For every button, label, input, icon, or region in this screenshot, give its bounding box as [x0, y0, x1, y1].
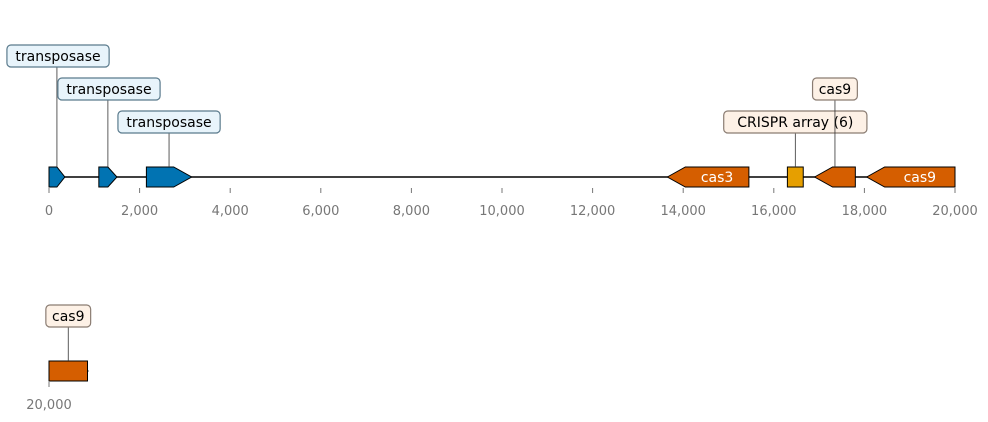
axis-tick-label: 2,000 [121, 204, 158, 219]
axis-tick-label: 20,000 [26, 398, 72, 413]
transposase-gene [48, 166, 66, 188]
transposase-callout-label: transposase [15, 49, 100, 65]
cas9-gene [813, 166, 856, 188]
transposase-callout-label: transposase [126, 115, 211, 131]
axis-tick-label: 8,000 [393, 204, 430, 219]
cas9-callout-label: cas9 [52, 309, 84, 325]
crispr-array-6-gene [786, 166, 804, 188]
cas9-callout-label: cas9 [819, 82, 851, 98]
cas9-gene-label: cas9 [904, 170, 936, 186]
cas9-callout-box [45, 304, 92, 328]
transposase-gene [145, 166, 193, 188]
cas9-gene [865, 166, 956, 188]
axis-tick-label: 6,000 [302, 204, 339, 219]
callout-layer: transposase transposase transposase CRISPR … [6, 44, 868, 167]
crispr-array-6-callout-box [723, 110, 868, 134]
cas3-gene-label: cas3 [701, 170, 733, 186]
axis-tick-label: 16,000 [751, 204, 797, 219]
callout-layer: cas9 [45, 304, 92, 361]
transposase-callout-box [6, 44, 110, 68]
transposase-gene [98, 166, 118, 188]
transposase-callout-box [117, 110, 221, 134]
axis-tick-label: 10,000 [479, 204, 525, 219]
cas9-gene [48, 360, 89, 382]
axis-tick-label: 14,000 [660, 204, 706, 219]
transposase-callout-box [57, 77, 161, 101]
axis-tick-label: 12,000 [570, 204, 616, 219]
transposase-callout-label: transposase [66, 82, 151, 98]
track-1: 0 2,000 4,000 6,000 8,000 10,000 12,000 14,000 1… [6, 44, 978, 219]
axis-tick-label: 18,000 [842, 204, 888, 219]
track-2: 20,000 cas9 [26, 304, 92, 413]
cas3-gene [666, 166, 750, 188]
axis-tick-label: 4,000 [212, 204, 249, 219]
axis-tick-label: 0 [45, 204, 53, 219]
cas9-callout-box [811, 77, 858, 101]
axis-tick-label: 20,000 [932, 204, 978, 219]
crispr-array-6-callout-label: CRISPR array (6) [737, 115, 853, 131]
